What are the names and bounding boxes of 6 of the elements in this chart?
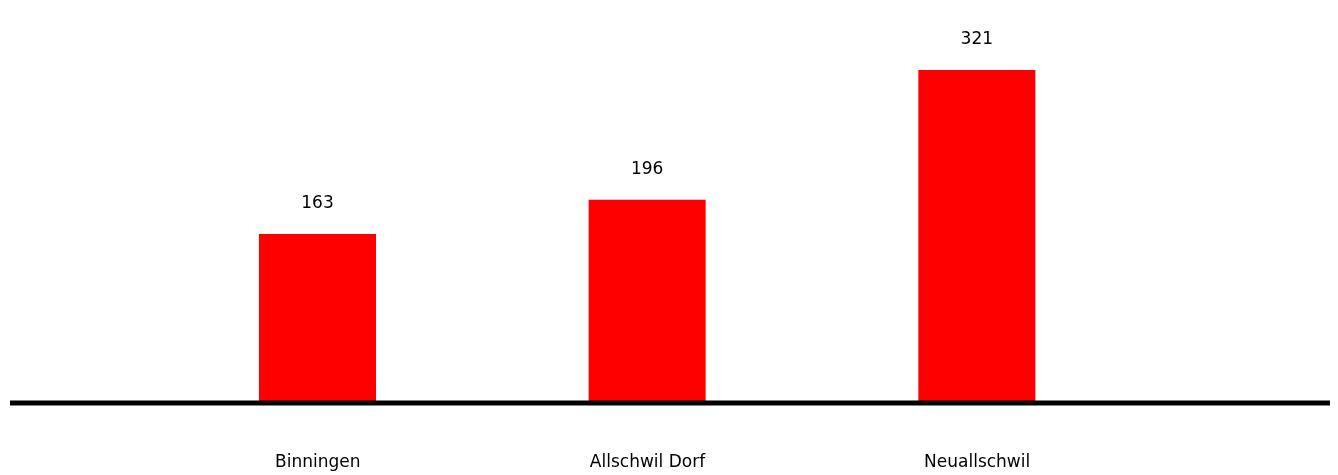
data-label: 196 (630, 157, 664, 178)
x-tick-label: Allschwil Dorf (589, 451, 707, 472)
data-label: 321 (960, 28, 994, 48)
x-tick-label: Neuallschwil (924, 451, 1031, 472)
x-tick-label: Binningen (275, 451, 361, 472)
data-label: 163 (301, 191, 334, 212)
